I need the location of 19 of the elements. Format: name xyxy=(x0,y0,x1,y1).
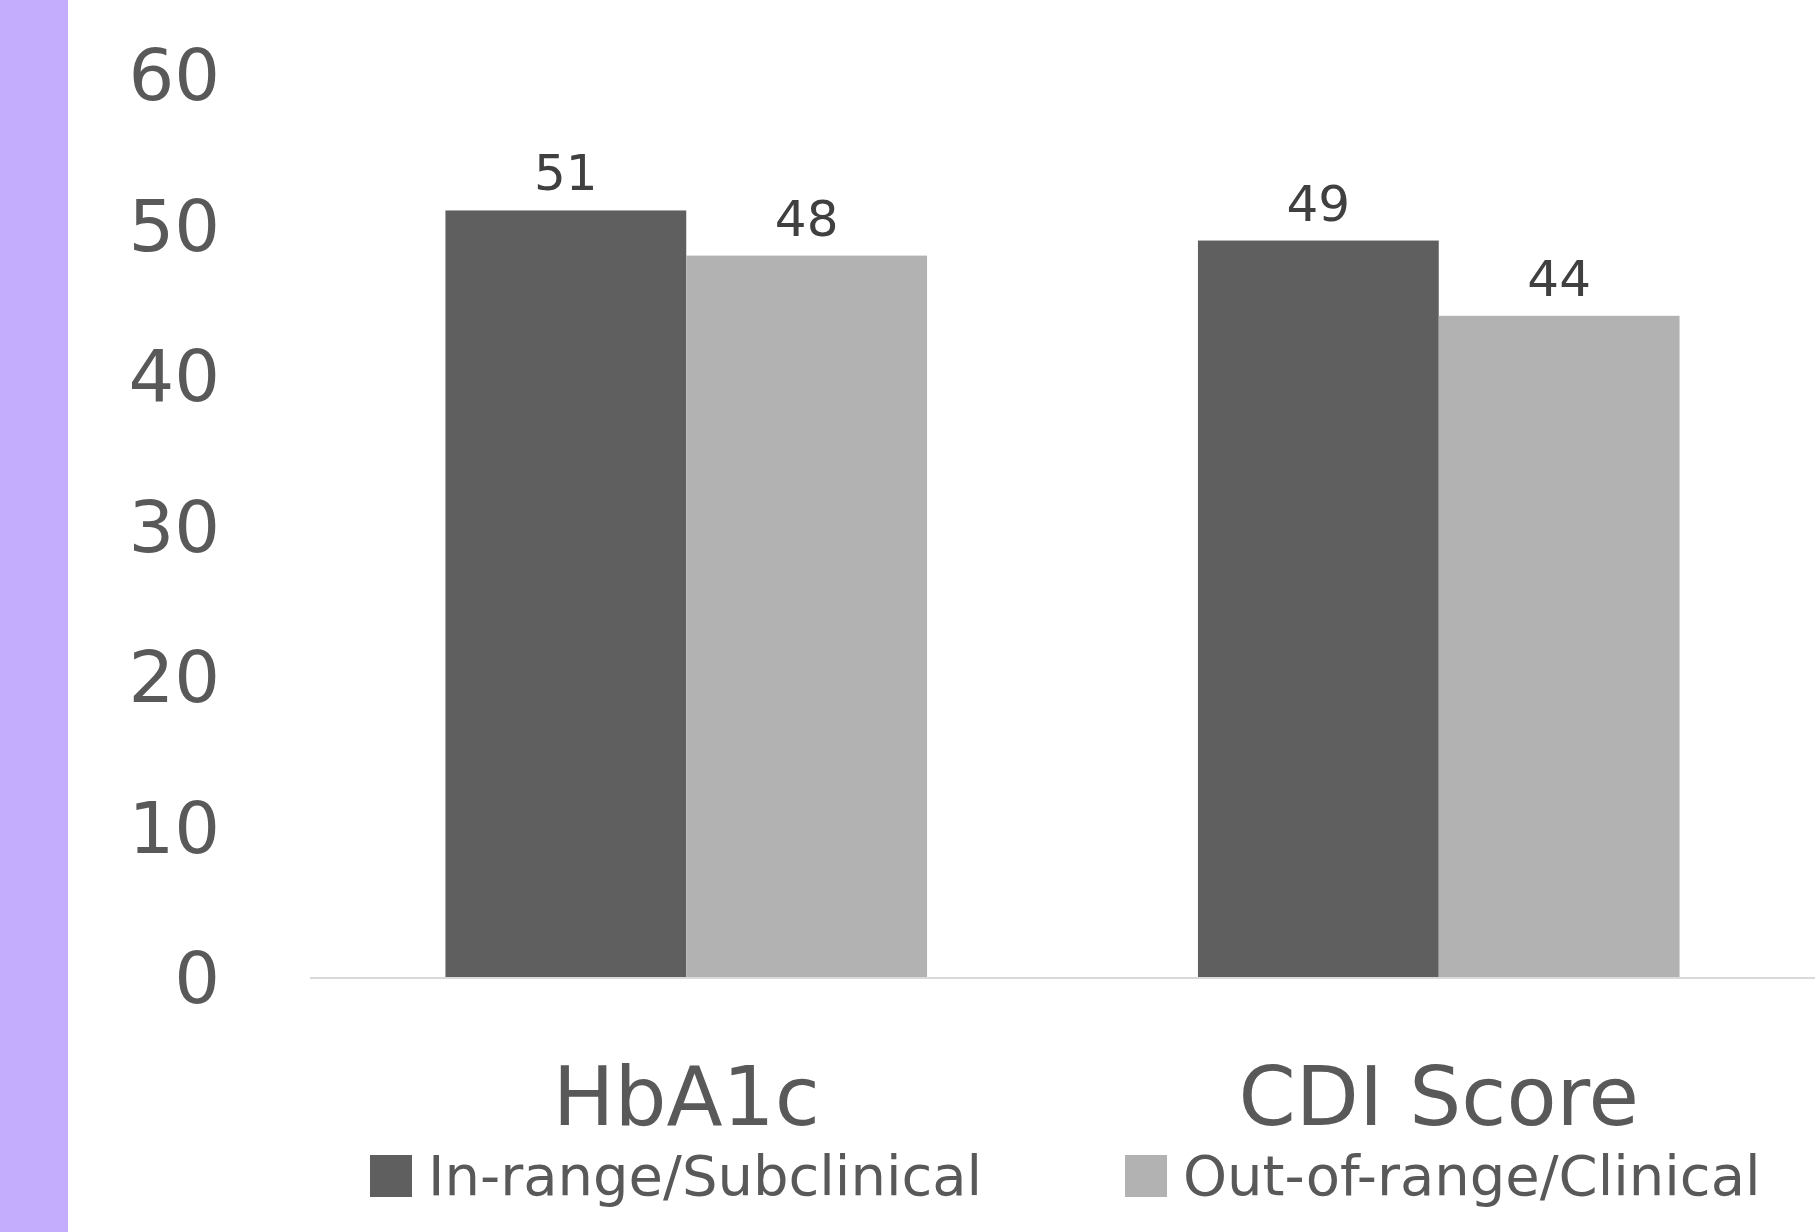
bar xyxy=(1197,240,1439,978)
bar xyxy=(1438,315,1680,978)
bar xyxy=(445,210,687,978)
x-tick-label: CDI Score xyxy=(1238,1049,1639,1144)
data-label: 48 xyxy=(774,189,839,248)
y-tick-label: 30 xyxy=(128,484,220,569)
y-tick-label: 0 xyxy=(174,936,220,1021)
x-tick-label: HbA1c xyxy=(552,1049,820,1144)
data-label: 51 xyxy=(534,144,598,203)
legend-label: Out-of-range/Clinical xyxy=(1183,1143,1761,1208)
y-tick-label: 10 xyxy=(128,785,220,870)
y-tick-label: 20 xyxy=(128,635,220,720)
y-tick-label: 50 xyxy=(128,183,220,268)
bar xyxy=(686,255,928,978)
data-label: 49 xyxy=(1286,174,1351,233)
y-tick-label: 40 xyxy=(128,334,220,419)
y-tick-label: 60 xyxy=(128,33,220,118)
data-label: 44 xyxy=(1527,249,1591,308)
legend-label: In-range/Subclinical xyxy=(428,1143,983,1208)
